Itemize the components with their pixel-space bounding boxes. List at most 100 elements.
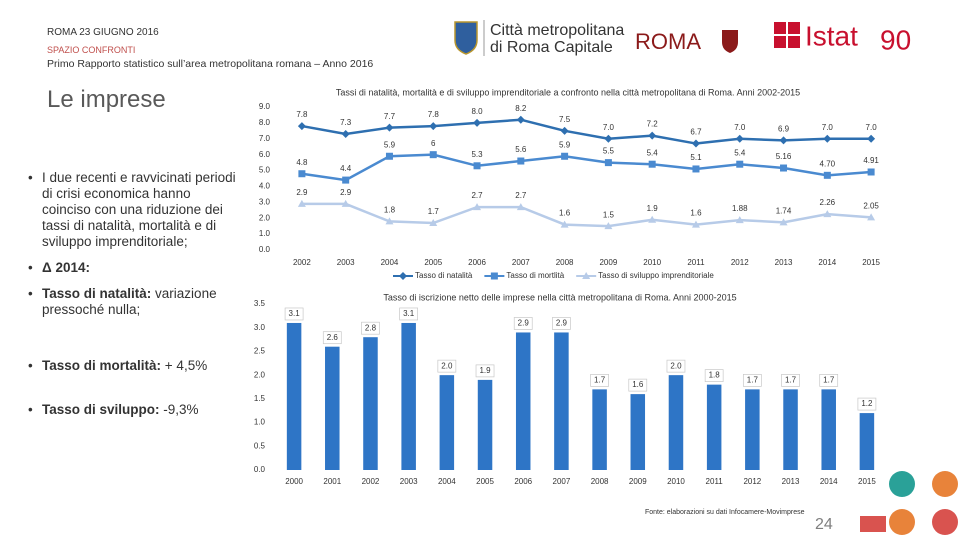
value-label: 4.8 — [296, 158, 308, 167]
value-label: 1.9 — [479, 366, 491, 375]
value-label-box — [857, 397, 877, 411]
marker — [297, 122, 306, 131]
marker — [604, 134, 613, 143]
marker — [429, 122, 438, 131]
value-label: 1.6 — [632, 380, 644, 389]
bar — [745, 389, 760, 470]
value-label: 5.9 — [384, 140, 396, 149]
bar — [859, 413, 875, 470]
marker — [648, 131, 657, 140]
value-label: 5.1 — [690, 153, 702, 162]
value-label-box — [628, 378, 648, 392]
marker — [604, 159, 612, 167]
marker — [429, 218, 438, 226]
x-tick-label: 2011 — [687, 258, 705, 267]
value-label: 2.26 — [820, 198, 836, 207]
value-label: 8.0 — [471, 107, 483, 116]
x-tick-label: 2003 — [337, 258, 355, 267]
y-tick-label: 0.5 — [254, 441, 266, 450]
value-label: 1.6 — [559, 209, 571, 218]
value-label: 4.70 — [820, 159, 836, 168]
marker — [342, 176, 350, 184]
bullet-label: Δ 2014: — [42, 260, 90, 275]
value-label: 5.6 — [515, 145, 527, 154]
y-tick-label: 1.0 — [259, 229, 271, 238]
bar — [554, 332, 569, 470]
value-label-box — [284, 307, 304, 321]
value-label: 1.8 — [384, 206, 396, 215]
value-label: 1.74 — [776, 206, 792, 215]
marker — [298, 170, 306, 178]
logo-text: Città metropolitana — [490, 22, 624, 39]
x-tick-label: 2014 — [820, 477, 838, 486]
line — [301, 153, 872, 182]
marker — [341, 130, 350, 139]
legend-label: Tasso di mortlità — [506, 271, 564, 280]
value-label-box — [666, 359, 686, 373]
value-label: 7.2 — [647, 120, 659, 129]
y-tick-label: 6.0 — [259, 150, 271, 159]
x-tick-label: 2009 — [629, 477, 647, 486]
marker — [692, 165, 700, 173]
x-tick-label: 2006 — [468, 258, 486, 267]
value-label: 8.2 — [515, 104, 527, 113]
value-label: 1.7 — [785, 375, 797, 384]
value-label-box — [552, 317, 571, 330]
marker — [779, 218, 788, 226]
marker — [561, 152, 569, 160]
logo-istat: Istat 90 — [774, 20, 911, 55]
header-subtitle: Primo Rapporto statistico sull’area metr… — [47, 58, 374, 70]
value-label: 5.3 — [471, 150, 483, 159]
value-label: 3.1 — [403, 309, 415, 318]
value-label: 7.8 — [296, 110, 308, 119]
y-tick-label: 7.0 — [259, 134, 271, 143]
bullet-text: -9,3% — [163, 402, 199, 417]
value-label: 2.7 — [471, 191, 483, 200]
value-label: 5.5 — [603, 147, 615, 156]
marker — [473, 203, 482, 211]
x-tick-label: 2010 — [667, 477, 685, 486]
header-section: SPAZIO CONFRONTI — [47, 45, 136, 55]
marker — [779, 136, 788, 145]
y-tick-label: 1.0 — [254, 418, 266, 427]
marker — [867, 134, 876, 143]
header-date: ROMA 23 GIUGNO 2016 — [47, 27, 159, 38]
value-label-box — [361, 321, 380, 335]
value-label: 2.05 — [863, 202, 879, 211]
marker — [823, 134, 832, 143]
value-label: 5.9 — [559, 140, 571, 149]
value-label-box — [399, 307, 419, 321]
value-label-box — [475, 364, 495, 378]
y-tick-label: 4.0 — [259, 182, 271, 191]
value-label: 7.3 — [340, 118, 352, 127]
line — [301, 118, 872, 145]
value-label: 7.0 — [822, 123, 834, 132]
bar — [325, 346, 340, 470]
bar — [668, 375, 684, 470]
marker — [297, 199, 306, 207]
x-tick-label: 2015 — [858, 477, 876, 486]
page-number: 24 — [815, 516, 833, 533]
logo-text: Istat — [805, 20, 858, 51]
x-tick-label: 2008 — [591, 477, 609, 486]
value-label: 2.8 — [365, 323, 377, 332]
x-tick-label: 2012 — [731, 258, 749, 267]
bullet: Tasso di sviluppo: -9,3% — [28, 402, 238, 418]
y-tick-label: 2.5 — [254, 347, 266, 356]
legend-label: Tasso di sviluppo imprenditoriale — [598, 271, 714, 280]
value-label: 7.5 — [559, 115, 571, 124]
x-tick-label: 2012 — [743, 477, 761, 486]
marker — [648, 215, 657, 223]
y-tick-label: 3.5 — [254, 299, 266, 308]
marker — [341, 199, 350, 207]
y-tick-label: 0.0 — [259, 245, 271, 254]
value-label: 1.7 — [594, 375, 606, 384]
x-tick-label: 2009 — [599, 258, 617, 267]
value-label: 5.4 — [647, 148, 659, 157]
x-tick-label: 2007 — [512, 258, 530, 267]
logo-roma: ROMA — [635, 29, 738, 54]
value-label: 2.9 — [556, 319, 568, 328]
value-label: 1.7 — [428, 207, 440, 216]
